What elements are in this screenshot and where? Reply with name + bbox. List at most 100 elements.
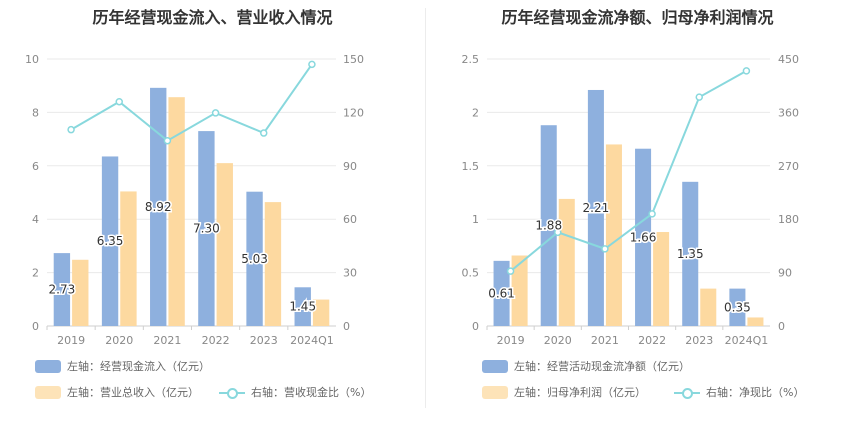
right-axis-tick-label: 0 — [343, 320, 350, 333]
bar-左轴：营业总收入（亿元） — [264, 202, 282, 326]
left-axis-tick-label: 2.5 — [462, 53, 480, 66]
legend-label: 左轴：经营现金流入（亿元） — [67, 360, 210, 373]
left-axis-tick-label: 2 — [32, 267, 39, 280]
x-axis-tick-label: 2021 — [153, 334, 181, 347]
legend-item-bar-1[interactable]: 左轴：经营活动现金流净额（亿元） — [482, 358, 690, 374]
bar-data-label: 8.92 — [145, 200, 172, 214]
chart-panel-left: 历年经营现金流入、营业收入情况 0 2 4 6 8 10 0 30 60 90 120 150 2019… — [25, 8, 371, 400]
panel-divider — [425, 8, 426, 408]
bar-左轴：归母净利润（亿元） — [605, 144, 622, 326]
x-axis-tick-label: 2021 — [591, 334, 619, 347]
left-axis-tick-label: 8 — [32, 106, 39, 119]
x-axis-tick-label: 2022 — [638, 334, 666, 347]
x-axis-tick-label: 2019 — [497, 334, 525, 347]
bar-左轴：归母净利润（亿元） — [558, 198, 575, 326]
right-axis-tick-label: 180 — [778, 213, 799, 226]
chart-title: 历年经营现金流净额、归母净利润情况 — [501, 8, 774, 27]
left-axis-tick-label: 0.5 — [462, 267, 480, 280]
bar-左轴：营业总收入（亿元） — [216, 163, 233, 326]
x-axis-tick-label: 2019 — [57, 334, 85, 347]
legend-item-line[interactable]: 右轴：净现比（%） — [674, 384, 804, 400]
chart-title: 历年经营现金流入、营业收入情况 — [92, 8, 333, 27]
line-series — [70, 63, 313, 142]
bar-左轴：经营现金流入（亿元） — [198, 131, 215, 326]
x-axis-tick-label: 2023 — [685, 334, 713, 347]
left-axis-tick-label: 10 — [25, 53, 39, 66]
bar-左轴：经营活动现金流净额（亿元） — [682, 181, 699, 326]
line-point — [554, 228, 562, 237]
legend-swatch — [482, 359, 508, 373]
line-point — [742, 67, 751, 75]
bar-左轴：经营活动现金流净额（亿元） — [587, 89, 604, 326]
line-point — [648, 210, 656, 218]
right-axis-tick-label: 60 — [343, 213, 357, 226]
legend-label: 右轴：净现比（%） — [706, 386, 805, 399]
legend-label: 右轴：营收现金比（%） — [251, 386, 372, 399]
bar-左轴：经营活动现金流净额（亿元） — [540, 125, 557, 326]
left-axis-tick-label: 0 — [472, 320, 479, 333]
line-point — [506, 267, 515, 275]
legend-item-bar-2[interactable]: 左轴：营业总收入（亿元） — [35, 384, 199, 400]
legend-swatch — [35, 385, 61, 399]
x-axis-tick-label: 2024Q1 — [725, 334, 769, 347]
bar-左轴：经营现金流入（亿元） — [150, 87, 167, 326]
legend-label: 左轴：营业总收入（亿元） — [67, 386, 199, 399]
bar-左轴：归母净利润（亿元） — [747, 317, 764, 326]
line-point — [260, 129, 268, 137]
bar-左轴：营业总收入（亿元） — [168, 97, 185, 326]
line-point — [695, 93, 703, 101]
left-axis-tick-label: 0 — [32, 320, 39, 333]
chart-panel-right: 历年经营现金流净额、归母净利润情况 0 0.5 1 1.5 2 2.5 0 90 180 270 3… — [425, 0, 850, 437]
bar-data-label: 2.73 — [49, 283, 76, 297]
line-point — [211, 109, 220, 117]
line-point — [115, 97, 123, 106]
right-axis-tick-label: 150 — [343, 53, 364, 66]
legend-item-bar-2[interactable]: 左轴：归母净利润（亿元） — [482, 384, 646, 400]
x-axis-tick-label: 2023 — [250, 334, 278, 347]
bar-左轴：经营现金流入（亿元） — [246, 191, 263, 326]
line-point — [308, 60, 316, 69]
chart-plot-area: 0 0.5 1 1.5 2 2.5 0 90 180 270 360 450 2019 2020 2021 2… — [462, 53, 800, 347]
legend-line-symbol — [674, 386, 700, 399]
legend-swatch — [482, 385, 508, 399]
legend-line-symbol — [219, 386, 245, 399]
legend-label: 左轴：经营活动现金流净额（亿元） — [514, 360, 690, 373]
bar-data-label: 5.03 — [241, 252, 268, 266]
bar-左轴：营业总收入（亿元） — [312, 299, 330, 326]
chart-plot-area: 0 2 4 6 8 10 0 30 60 90 120 150 2019 2020 2021 2022 2023… — [25, 53, 364, 347]
x-axis-tick-label: 2020 — [544, 334, 572, 347]
line-series — [509, 69, 747, 272]
right-axis-tick-label: 360 — [778, 106, 799, 119]
bar-data-label: 1.35 — [677, 247, 704, 261]
line-point — [601, 245, 609, 253]
legend-item-bar-1[interactable]: 左轴：经营现金流入（亿元） — [35, 358, 210, 374]
bar-data-label: 7.30 — [193, 222, 220, 236]
right-axis-tick-label: 90 — [778, 267, 792, 280]
bar-左轴：营业总收入（亿元） — [120, 191, 137, 326]
right-axis-tick-label: 90 — [343, 160, 357, 173]
bar-左轴：归母净利润（亿元） — [653, 232, 670, 326]
bar-data-label: 6.35 — [97, 234, 124, 248]
left-axis-tick-label: 1 — [472, 213, 479, 226]
bar-data-label: 2.21 — [583, 201, 610, 215]
bar-左轴：经营现金流入（亿元） — [294, 287, 311, 326]
bar-左轴：经营活动现金流净额（亿元） — [635, 148, 652, 326]
bar-data-label: 0.35 — [724, 300, 751, 314]
bar-左轴：归母净利润（亿元） — [700, 288, 717, 326]
line-point — [67, 125, 75, 134]
legend-swatch — [35, 359, 61, 373]
x-axis-tick-label: 2020 — [105, 334, 133, 347]
right-axis-tick-label: 270 — [778, 160, 799, 173]
left-axis-tick-label: 4 — [32, 213, 39, 226]
right-axis-tick-label: 450 — [778, 53, 799, 66]
bar-左轴：经营现金流入（亿元） — [101, 156, 119, 326]
bar-data-label: 0.61 — [488, 286, 515, 300]
bar-data-label: 1.45 — [289, 300, 316, 314]
bar-左轴：经营现金流入（亿元） — [53, 253, 71, 326]
bar-左轴：经营活动现金流净额（亿元） — [493, 260, 510, 326]
right-axis-tick-label: 0 — [778, 320, 785, 333]
left-axis-tick-label: 6 — [32, 160, 39, 173]
legend-item-line[interactable]: 右轴：营收现金比（%） — [219, 384, 371, 400]
bar-左轴：经营活动现金流净额（亿元） — [729, 288, 746, 326]
left-axis-tick-label: 2 — [472, 106, 479, 119]
